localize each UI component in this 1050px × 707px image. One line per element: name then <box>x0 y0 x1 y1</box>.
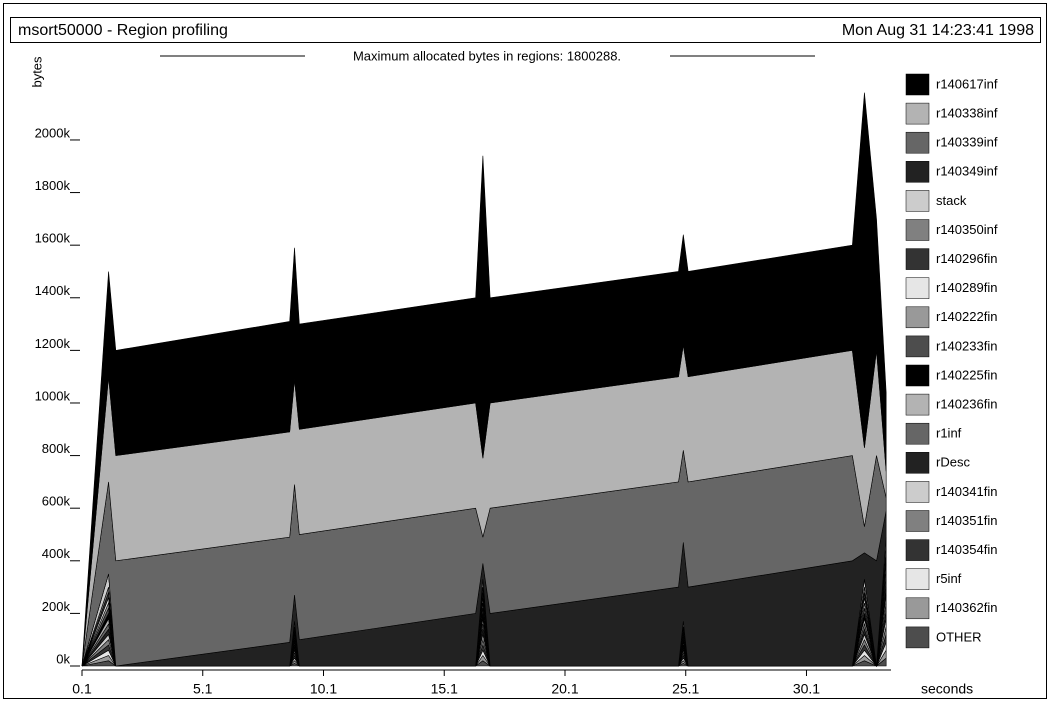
legend-label: r140351fin <box>936 513 997 528</box>
legend-label: r140289fin <box>936 280 997 295</box>
y-tick-label: 1400k <box>35 283 71 298</box>
x-tick-label: 10.1 <box>310 681 337 697</box>
y-tick-label: 2000k <box>35 125 71 140</box>
legend-label: r1inf <box>936 426 962 441</box>
legend-swatch <box>905 190 930 212</box>
legend-label: r140339inf <box>936 135 998 150</box>
legend-label: r140350inf <box>936 222 998 237</box>
legend-swatch <box>905 306 930 329</box>
legend-swatch <box>905 219 930 241</box>
y-tick-label: 1000k <box>35 388 71 403</box>
subtitle: Maximum allocated bytes in regions: 1800… <box>353 48 621 63</box>
legend-swatch <box>905 277 930 299</box>
x-axis-label: seconds <box>921 681 973 697</box>
y-tick-label: 1600k <box>35 231 71 246</box>
y-tick-label: 1200k <box>35 336 71 351</box>
header-box <box>10 17 1041 43</box>
legend-swatch <box>905 568 930 590</box>
legend-swatch <box>905 539 930 561</box>
y-tick-label: 1800k <box>35 178 71 193</box>
legend-swatch <box>905 335 930 358</box>
legend-swatch <box>905 131 930 154</box>
legend-label: r140362fin <box>936 600 997 615</box>
chart-title: msort50000 - Region profiling <box>18 22 228 39</box>
legend-label: r140617inf <box>936 76 998 91</box>
legend-label: OTHER <box>936 629 982 644</box>
legend-label: r5inf <box>936 571 962 586</box>
legend-swatch <box>905 73 930 96</box>
y-tick-label: 800k <box>42 441 71 456</box>
legend-label: stack <box>936 193 967 208</box>
legend-label: r140354fin <box>936 542 997 557</box>
legend-swatch <box>905 626 930 649</box>
legend-label: r140233fin <box>936 338 997 353</box>
legend-label: r140222fin <box>936 309 997 324</box>
y-tick-label: 600k <box>42 494 71 509</box>
legend-swatch <box>905 393 930 416</box>
legend-swatch <box>905 452 930 474</box>
legend-label: r140341fin <box>936 484 997 499</box>
x-tick-label: 20.1 <box>551 681 578 697</box>
legend-swatch <box>905 161 930 183</box>
legend-swatch <box>905 422 930 445</box>
y-tick-label: 400k <box>42 546 71 561</box>
legend-label: r140349inf <box>936 164 998 179</box>
legend-swatch <box>905 102 930 125</box>
frame <box>3 3 1047 699</box>
x-tick-label: 25.1 <box>672 681 699 697</box>
legend-label: rDesc <box>936 455 970 470</box>
y-axis-label: bytes <box>29 56 44 88</box>
y-tick-label: 0k <box>56 651 70 666</box>
legend-swatch <box>905 248 930 270</box>
area <box>81 92 887 667</box>
legend-label: r140338inf <box>936 106 998 121</box>
legend-label: r140236fin <box>936 397 997 412</box>
y-tick-label: 200k <box>42 599 71 614</box>
x-tick-label: 15.1 <box>431 681 458 697</box>
legend-label: r140296fin <box>936 251 997 266</box>
x-tick-label: 30.1 <box>793 681 820 697</box>
chart-date: Mon Aug 31 14:23:41 1998 <box>842 22 1034 39</box>
x-tick-label: 5.1 <box>193 681 213 697</box>
legend-label: r140225fin <box>936 367 997 382</box>
legend-swatch <box>905 597 930 620</box>
legend-swatch <box>905 481 930 503</box>
plot <box>81 92 887 668</box>
legend-swatch <box>905 510 930 532</box>
legend-swatch <box>905 364 930 387</box>
x-tick-label: 0.1 <box>72 681 92 697</box>
